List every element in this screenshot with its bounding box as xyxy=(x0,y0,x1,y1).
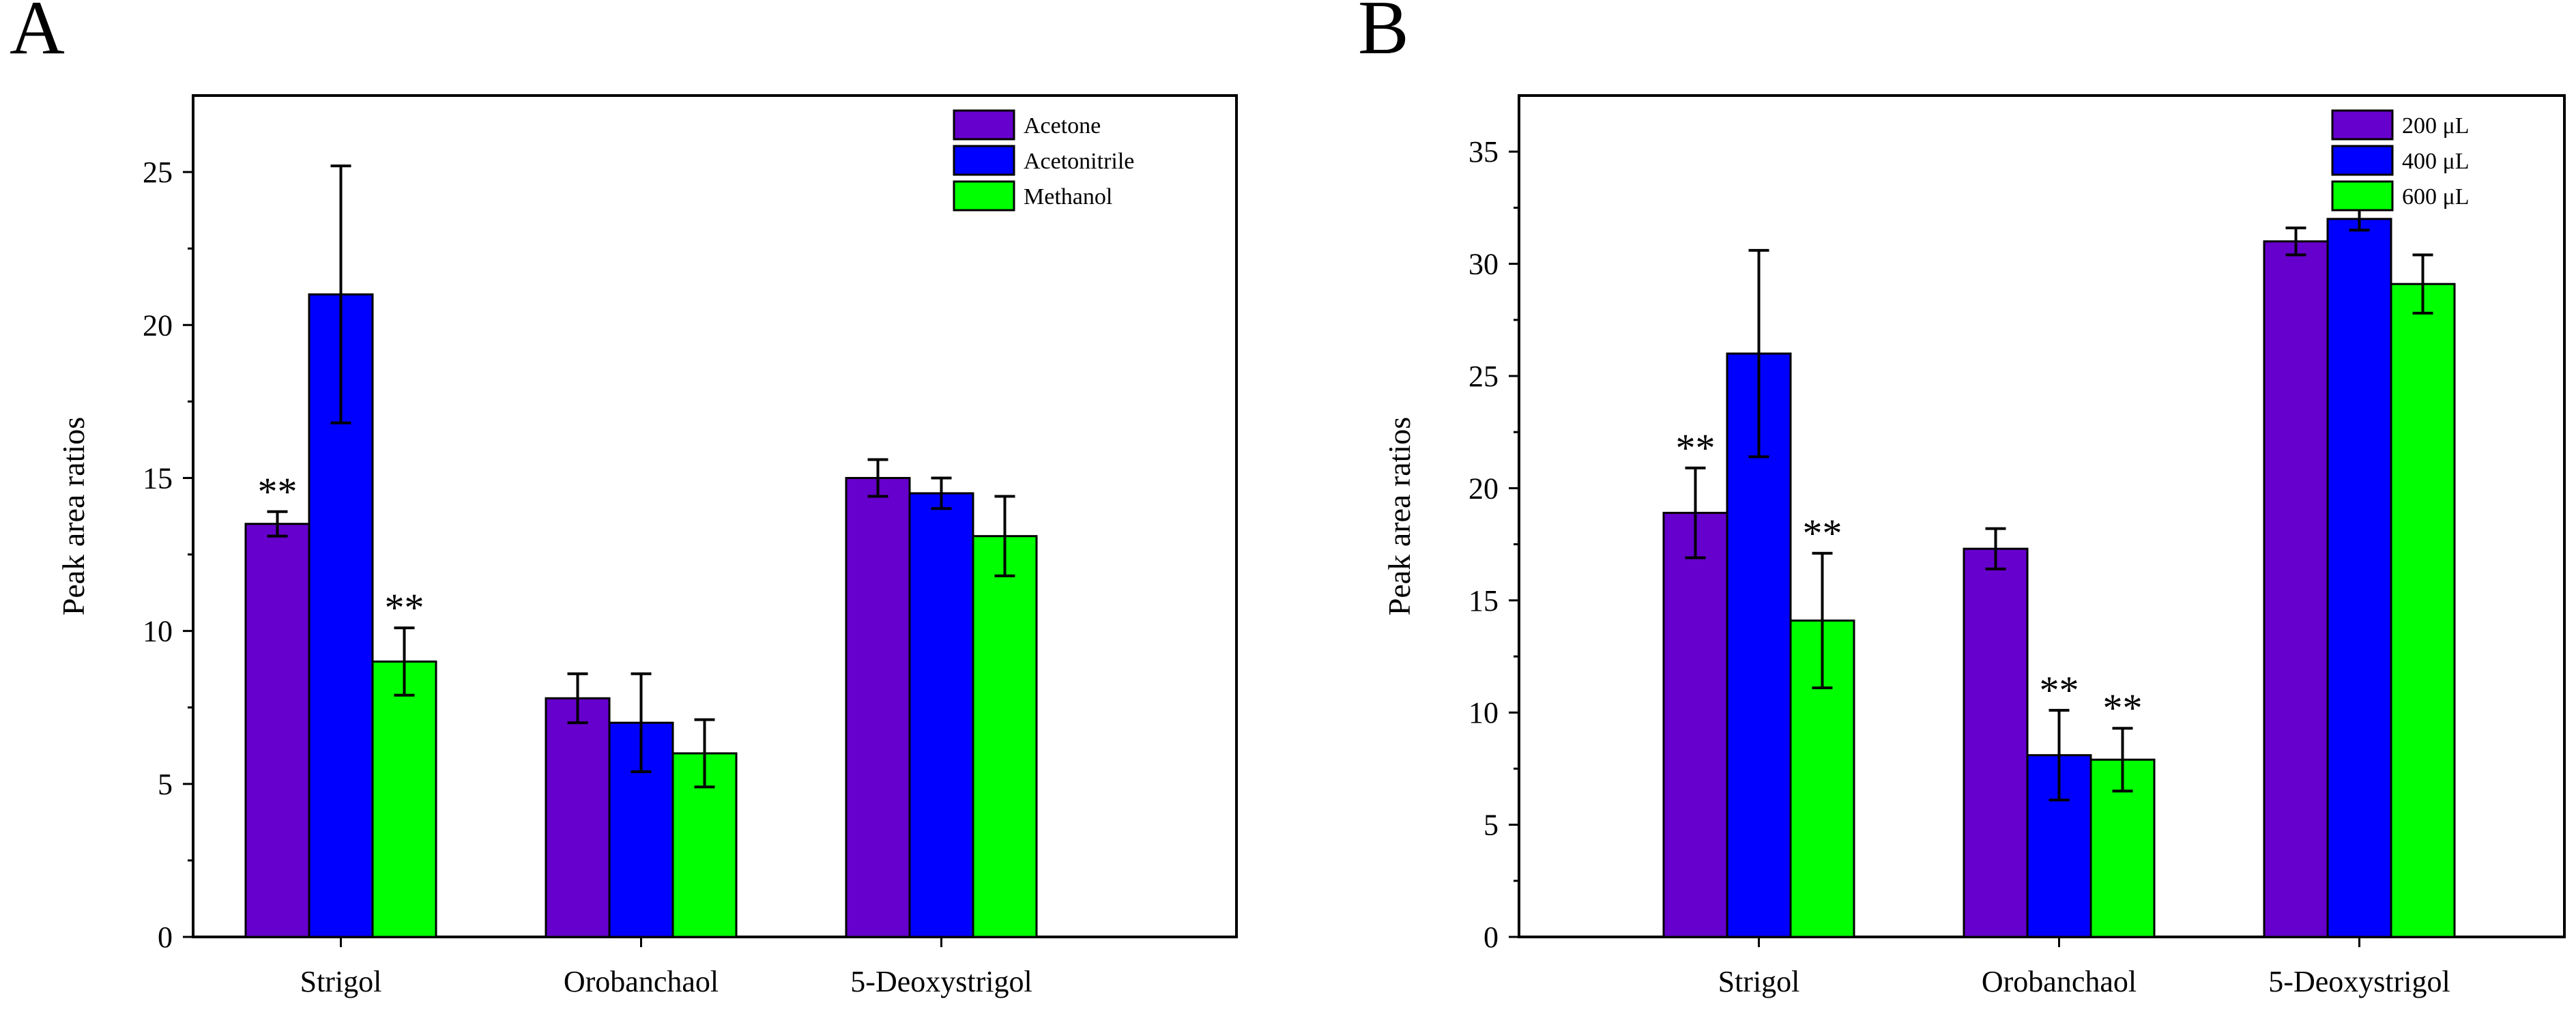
y-tick-label: 5 xyxy=(1484,809,1499,842)
legend-label: Methanol xyxy=(1024,184,1112,209)
bar xyxy=(2263,240,2329,938)
y-tick-label: 0 xyxy=(158,921,173,954)
y-axis-label: Peak area ratios xyxy=(1382,417,1417,616)
y-tick-label: 0 xyxy=(1484,921,1499,954)
x-tick-label: Strigol xyxy=(1718,965,1800,998)
x-tick-label: Orobanchaol xyxy=(564,965,719,998)
legend-label: 400 μL xyxy=(2402,149,2470,174)
bar xyxy=(1662,512,1728,938)
bar xyxy=(545,697,611,938)
bar xyxy=(972,535,1038,938)
legend-swatch xyxy=(953,109,1015,141)
y-tick-label: 25 xyxy=(1468,360,1499,393)
y-tick-label: 15 xyxy=(143,461,173,495)
legend-label: Acetone xyxy=(1024,113,1101,139)
significance-mark: ** xyxy=(385,585,424,630)
x-tick-label: Orobanchaol xyxy=(1982,965,2137,998)
bar xyxy=(1963,547,2029,938)
x-tick-label: 5-Deoxystrigol xyxy=(850,965,1032,998)
panel-letter: B xyxy=(1358,0,1409,70)
legend-swatch xyxy=(2331,180,2394,212)
bar xyxy=(908,492,974,938)
y-tick-label: 25 xyxy=(143,156,173,189)
y-tick-label: 30 xyxy=(1468,248,1499,281)
y-tick-label: 20 xyxy=(143,308,173,342)
x-tick-label: 5-Deoxystrigol xyxy=(2268,965,2450,998)
y-tick-label: 10 xyxy=(1468,696,1499,729)
bar xyxy=(2390,283,2456,938)
legend-swatch xyxy=(953,145,1015,176)
y-tick-label: 10 xyxy=(143,615,173,648)
significance-mark: ** xyxy=(258,469,298,514)
panel-b: B 0 5 10 15 20 25 30 35 Peak area ratios ** ** Strig… xyxy=(1358,0,2566,998)
legend-swatch xyxy=(953,180,1015,212)
legend-label: 600 μL xyxy=(2402,184,2470,209)
legend-swatch xyxy=(2331,145,2394,176)
bar xyxy=(845,476,911,938)
x-tick-label: Strigol xyxy=(300,965,382,998)
legend-label: 200 μL xyxy=(2402,113,2470,139)
bar xyxy=(244,523,310,938)
significance-mark: ** xyxy=(2040,668,2079,712)
y-tick-label: 20 xyxy=(1468,472,1499,505)
y-tick-label: 15 xyxy=(1468,584,1499,618)
significance-mark: ** xyxy=(2103,686,2143,730)
significance-mark: ** xyxy=(1676,426,1716,470)
legend: Acetone Acetonitrile Methanol xyxy=(953,109,1134,212)
y-tick-label: 5 xyxy=(158,768,173,801)
y-tick-label: 35 xyxy=(1468,135,1499,169)
legend-label: Acetonitrile xyxy=(1024,149,1134,174)
legend: 200 μL 400 μL 600 μL xyxy=(2331,109,2470,212)
panel-a: A 0 5 10 15 20 25 Peak area ratios ** ** Strigol Or… xyxy=(10,0,1238,998)
bar xyxy=(371,660,437,938)
y-axis-label: Peak area ratios xyxy=(56,417,91,616)
panel-letter: A xyxy=(10,0,65,70)
bar xyxy=(2326,218,2392,938)
legend-swatch xyxy=(2331,109,2394,141)
significance-mark: ** xyxy=(1803,511,1842,555)
